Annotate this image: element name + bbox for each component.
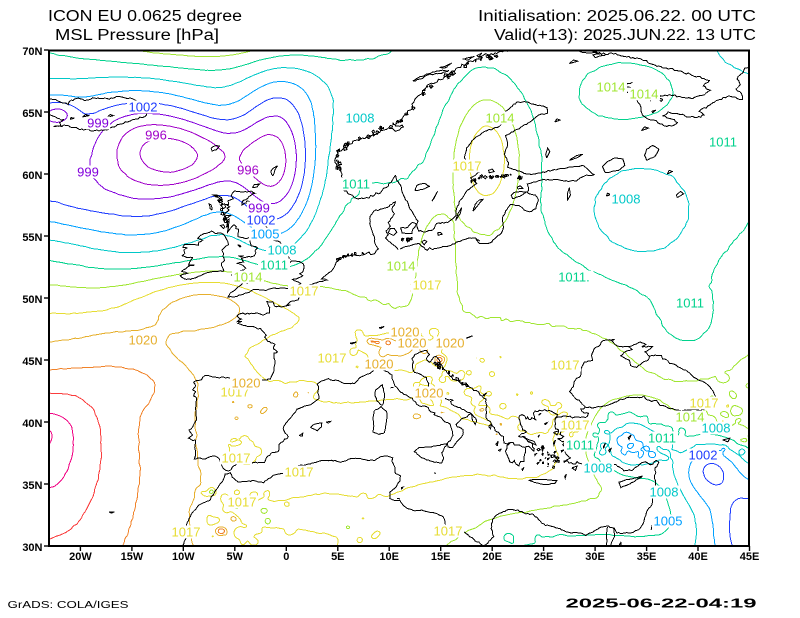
svg-text:10E: 10E [379, 551, 399, 563]
svg-text:60N: 60N [22, 170, 42, 182]
svg-text:1020: 1020 [415, 386, 444, 401]
svg-text:1011: 1011 [566, 438, 594, 453]
svg-text:1017: 1017 [285, 465, 314, 480]
svg-text:Valid(+13): 2025.JUN.22. 13 UT: Valid(+13): 2025.JUN.22. 13 UTC [494, 27, 756, 44]
svg-text:1014: 1014 [234, 270, 263, 285]
svg-text:20W: 20W [69, 551, 92, 563]
svg-text:40N: 40N [22, 418, 42, 430]
svg-text:10W: 10W [172, 551, 195, 563]
svg-text:ICON EU 0.0625 degree: ICON EU 0.0625 degree [48, 8, 242, 25]
svg-text:1008: 1008 [584, 461, 613, 476]
svg-text:35E: 35E [637, 551, 657, 563]
svg-text:1011.: 1011. [558, 270, 590, 285]
svg-text:1017: 1017 [561, 418, 590, 433]
svg-text:70N: 70N [22, 46, 42, 58]
svg-text:1008: 1008 [268, 243, 297, 258]
svg-text:1017: 1017 [413, 278, 442, 293]
svg-text:1020: 1020 [398, 336, 427, 351]
svg-text:Initialisation: 2025.06.22. 00: Initialisation: 2025.06.22. 00 UTC [478, 8, 756, 25]
svg-text:1008: 1008 [702, 421, 731, 436]
svg-text:1020: 1020 [391, 325, 420, 340]
svg-text:1020: 1020 [365, 357, 394, 372]
svg-text:5W: 5W [227, 551, 244, 563]
svg-text:1014: 1014 [486, 111, 515, 126]
svg-text:1008: 1008 [346, 111, 375, 126]
svg-text:999: 999 [87, 116, 109, 131]
svg-text:1014: 1014 [387, 259, 416, 274]
svg-text:1014: 1014 [597, 80, 626, 95]
svg-text:1011: 1011 [709, 135, 737, 150]
svg-text:55N: 55N [22, 232, 42, 244]
svg-text:GrADS: COLA/IGES: GrADS: COLA/IGES [8, 599, 129, 611]
svg-text:45E: 45E [740, 551, 760, 563]
svg-text:MSL Pressure [hPa]: MSL Pressure [hPa] [55, 27, 219, 44]
svg-text:1017: 1017 [222, 451, 251, 466]
svg-text:35N: 35N [22, 480, 42, 492]
svg-text:1011: 1011 [648, 431, 676, 446]
svg-text:1020: 1020 [129, 333, 158, 348]
svg-text:1014: 1014 [630, 87, 659, 102]
svg-text:1017: 1017 [228, 495, 257, 510]
svg-text:50N: 50N [22, 294, 42, 306]
svg-text:30E: 30E [585, 551, 605, 563]
svg-text:1017: 1017 [318, 351, 347, 366]
svg-text:65N: 65N [22, 108, 42, 120]
svg-text:1017: 1017 [434, 524, 463, 539]
svg-text:1017: 1017 [453, 159, 482, 174]
svg-text:1008: 1008 [650, 485, 679, 500]
svg-text:996: 996 [145, 128, 167, 143]
svg-text:15E: 15E [431, 551, 451, 563]
svg-text:999: 999 [77, 165, 99, 180]
svg-text:5E: 5E [331, 551, 344, 563]
svg-text:999: 999 [248, 201, 270, 216]
svg-text:1002: 1002 [689, 448, 718, 463]
svg-text:1014: 1014 [676, 410, 705, 425]
svg-text:1017: 1017 [290, 284, 319, 299]
svg-text:1002: 1002 [129, 100, 158, 115]
svg-text:20E: 20E [482, 551, 502, 563]
svg-text:40E: 40E [688, 551, 708, 563]
svg-text:2025-06-22-04:19: 2025-06-22-04:19 [566, 597, 757, 611]
svg-text:996: 996 [237, 163, 259, 178]
svg-text:1002: 1002 [247, 213, 276, 228]
svg-text:25E: 25E [534, 551, 554, 563]
svg-text:1011: 1011 [676, 296, 704, 311]
svg-text:1005: 1005 [251, 227, 280, 242]
svg-text:1011: 1011 [260, 258, 288, 273]
svg-text:1008: 1008 [612, 192, 641, 207]
svg-text:1005: 1005 [654, 514, 683, 529]
svg-text:1017: 1017 [172, 525, 201, 540]
svg-text:1017: 1017 [690, 396, 719, 411]
svg-text:45N: 45N [22, 356, 42, 368]
svg-text:1020: 1020 [436, 336, 465, 351]
svg-text:30N: 30N [22, 542, 42, 554]
svg-text:15W: 15W [121, 551, 144, 563]
svg-text:1011: 1011 [342, 177, 370, 192]
svg-text:1020: 1020 [232, 376, 261, 391]
svg-text:0: 0 [283, 551, 289, 563]
svg-text:1017: 1017 [551, 358, 580, 373]
